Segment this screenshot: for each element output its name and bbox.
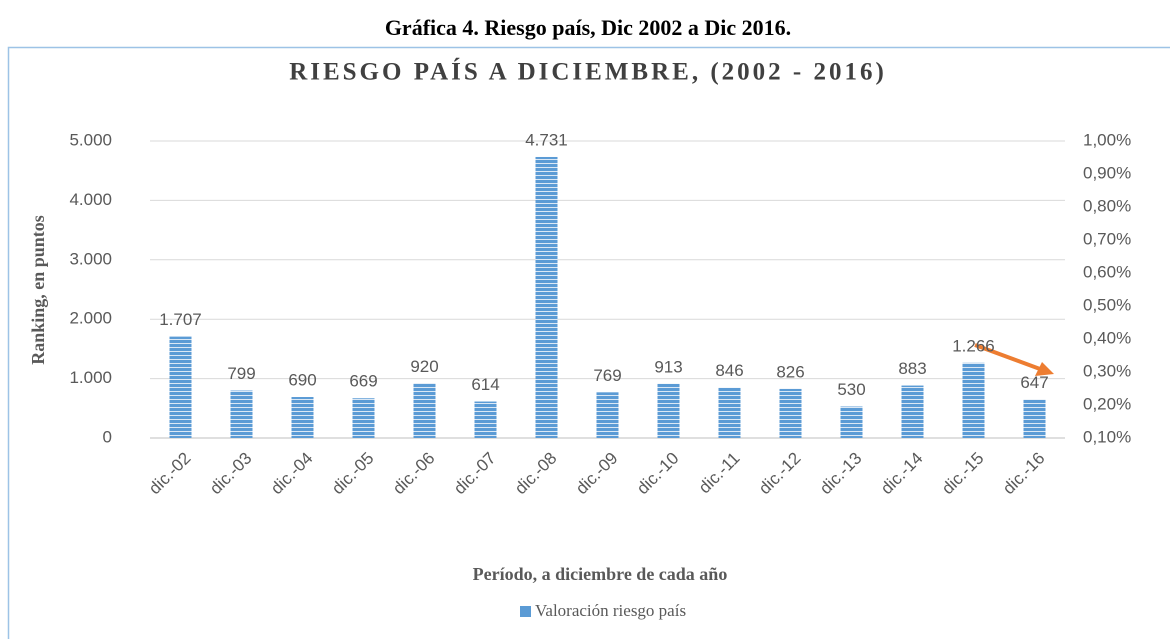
data-label: 799 (227, 364, 255, 383)
data-label: 913 (654, 357, 682, 376)
x-tick-label: dic.-08 (511, 449, 561, 499)
bar (352, 398, 375, 438)
bar (169, 336, 192, 438)
y2-tick-label: 0,30% (1083, 361, 1131, 380)
x-tick-label: dic.-09 (572, 449, 622, 499)
y2-tick-label: 0,60% (1083, 262, 1131, 281)
data-label: 769 (593, 366, 621, 385)
bar (291, 397, 314, 438)
data-label: 883 (898, 359, 926, 378)
data-label: 920 (410, 357, 438, 376)
data-label: 530 (837, 380, 865, 399)
bar (657, 383, 680, 438)
y-tick-label: 0 (103, 427, 112, 446)
y-axis-label: Ranking, en puntos (28, 215, 48, 365)
y-tick-label: 2.000 (69, 309, 112, 328)
legend-label: Valoración riesgo país (535, 601, 686, 620)
x-tick-label: dic.-15 (938, 449, 988, 499)
data-label: 647 (1020, 373, 1048, 392)
bar (474, 401, 497, 438)
data-label: 669 (349, 372, 377, 391)
bar (840, 406, 863, 438)
y2-tick-label: 1,00% (1083, 130, 1131, 149)
data-label: 826 (776, 362, 804, 381)
x-tick-label: dic.-16 (999, 449, 1049, 499)
y-tick-label: 5.000 (69, 130, 112, 149)
data-label: 846 (715, 361, 743, 380)
bar (535, 156, 558, 438)
x-tick-label: dic.-07 (450, 449, 500, 499)
chart-frame (7, 46, 1170, 639)
y2-tick-label: 0,20% (1083, 394, 1131, 413)
annotation-arrow (974, 343, 1041, 371)
bar (596, 392, 619, 438)
bar (718, 387, 741, 438)
caption: Gráfica 4. Riesgo país, Dic 2002 a Dic 2… (385, 15, 791, 40)
data-label: 4.731 (525, 130, 568, 149)
data-label: 690 (288, 370, 316, 389)
bar (230, 390, 253, 438)
y-tick-label: 3.000 (69, 249, 112, 268)
bar (413, 383, 436, 438)
x-tick-label: dic.-10 (633, 449, 683, 499)
x-tick-label: dic.-02 (145, 449, 195, 499)
data-label: 1.707 (159, 310, 202, 329)
y2-tick-label: 0,90% (1083, 163, 1131, 182)
bar (1023, 399, 1046, 438)
y2-tick-label: 0,70% (1083, 229, 1131, 248)
chart-title: RIESGO PAÍS A DICIEMBRE, (2002 - 2016) (289, 58, 887, 86)
bar (962, 362, 985, 438)
x-tick-label: dic.-11 (695, 449, 744, 498)
x-tick-label: dic.-13 (816, 449, 866, 499)
x-tick-label: dic.-12 (755, 449, 805, 499)
annotation-arrowhead (1035, 362, 1054, 376)
bar (779, 388, 802, 438)
y-tick-label: 4.000 (69, 190, 112, 209)
x-tick-label: dic.-06 (389, 449, 439, 499)
x-tick-label: dic.-03 (206, 449, 256, 499)
legend-swatch (520, 606, 531, 617)
x-tick-label: dic.-05 (328, 449, 378, 499)
y-tick-label: 1.000 (69, 368, 112, 387)
x-tick-label: dic.-04 (267, 449, 317, 499)
data-label: 614 (471, 375, 499, 394)
x-axis-label: Período, a diciembre de cada año (473, 564, 728, 584)
bar (901, 385, 924, 438)
y2-tick-label: 0,40% (1083, 328, 1131, 347)
y2-tick-label: 0,10% (1083, 427, 1131, 446)
x-tick-label: dic.-14 (877, 449, 927, 499)
data-label: 1.266 (952, 336, 995, 355)
y2-tick-label: 0,80% (1083, 196, 1131, 215)
y2-tick-label: 0,50% (1083, 295, 1131, 314)
